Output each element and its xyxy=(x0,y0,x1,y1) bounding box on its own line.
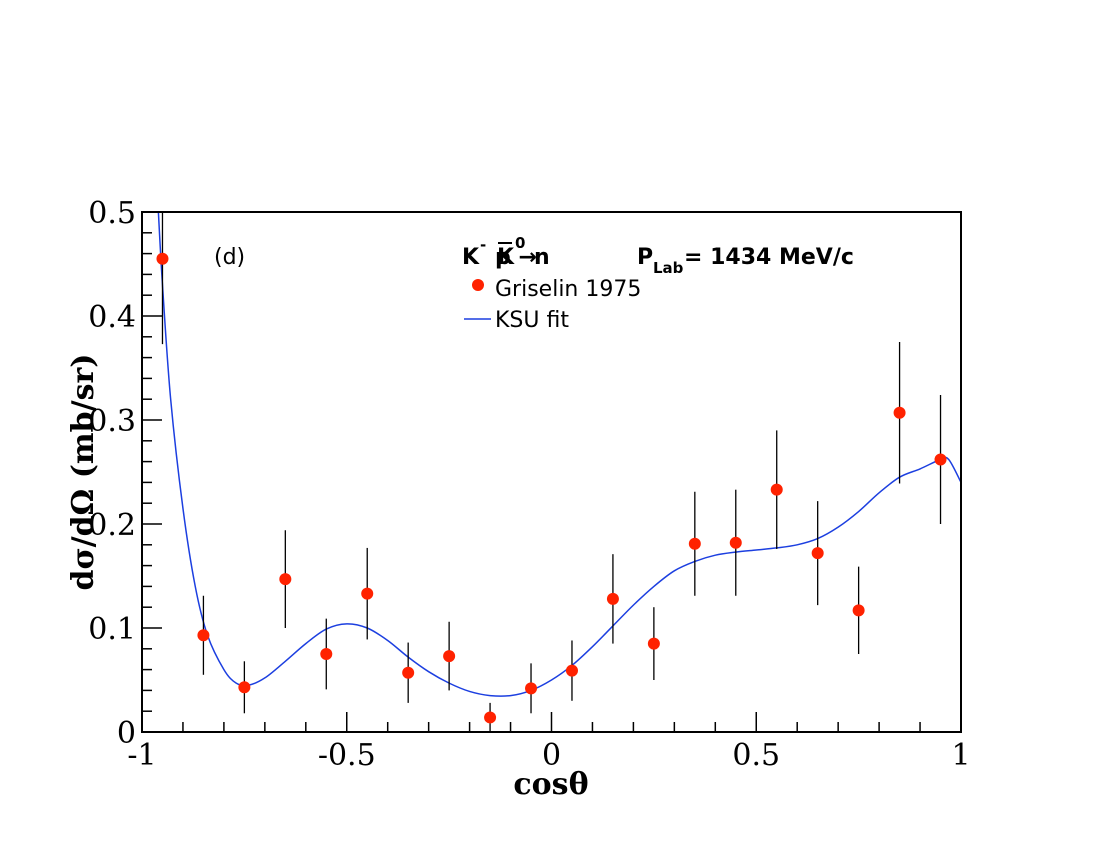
panel-label: (d) xyxy=(214,245,245,270)
fit-line xyxy=(157,212,961,697)
reaction-product: K xyxy=(497,245,515,270)
data-point xyxy=(811,547,824,560)
data-point xyxy=(852,604,865,617)
x-tick-label: -0.5 xyxy=(318,738,376,773)
reaction-beam-charge: - xyxy=(480,236,486,254)
reaction-neutron: n xyxy=(534,245,550,270)
data-point xyxy=(402,666,415,679)
data-point xyxy=(279,573,292,586)
data-point xyxy=(443,650,456,663)
x-tick-label: 0 xyxy=(542,738,561,773)
x-tick-label: 0.5 xyxy=(732,738,780,773)
ticks-layer: -1 -0.5 0 0.5 1 0 0.1 0.2 0.3 0.4 0.5 xyxy=(88,196,970,773)
data-point xyxy=(361,587,374,600)
data-point xyxy=(688,537,701,550)
data-point xyxy=(525,682,538,695)
x-tick-label: 1 xyxy=(951,738,970,773)
fit-layer xyxy=(157,212,961,697)
y-tick-label: 0.1 xyxy=(88,612,136,647)
reaction-beam: K xyxy=(462,245,480,270)
y-tick-label: 0.2 xyxy=(88,508,136,543)
data-point xyxy=(197,629,210,642)
y-axis-title: dσ/dΩ (mb/sr) xyxy=(66,354,101,591)
legend-marker-data xyxy=(472,279,484,291)
data-point xyxy=(156,252,169,265)
legend-label-fit: KSU fit xyxy=(495,308,569,333)
data-point xyxy=(729,536,742,549)
legend-label-data: Griselin 1975 xyxy=(495,277,641,302)
data-point xyxy=(484,711,497,724)
reaction-header: K - p → K 0 n P Lab = 1434 MeV/c xyxy=(462,234,854,277)
data-point xyxy=(934,453,947,466)
reaction-target: p → xyxy=(495,245,537,270)
data-point xyxy=(893,406,906,419)
data-point xyxy=(770,483,783,496)
plab-symbol: P xyxy=(637,245,653,270)
y-tick-label: 0.3 xyxy=(88,404,136,439)
data-layer xyxy=(156,212,947,732)
data-point xyxy=(238,681,251,694)
legend: Griselin 1975 KSU fit xyxy=(464,277,641,333)
y-tick-label: 0 xyxy=(117,716,136,751)
x-axis-title: cosθ xyxy=(513,767,588,802)
y-tick-label: 0.4 xyxy=(88,300,136,335)
x-tick-label: -1 xyxy=(127,738,156,773)
plab-subscript: Lab xyxy=(653,259,684,277)
data-point xyxy=(647,637,660,650)
plab-value: = 1434 MeV/c xyxy=(684,245,854,270)
y-tick-label: 0.5 xyxy=(88,196,136,231)
data-point xyxy=(606,592,619,605)
data-point xyxy=(565,664,578,677)
reaction-product-charge: 0 xyxy=(515,234,525,252)
data-point xyxy=(320,648,333,660)
